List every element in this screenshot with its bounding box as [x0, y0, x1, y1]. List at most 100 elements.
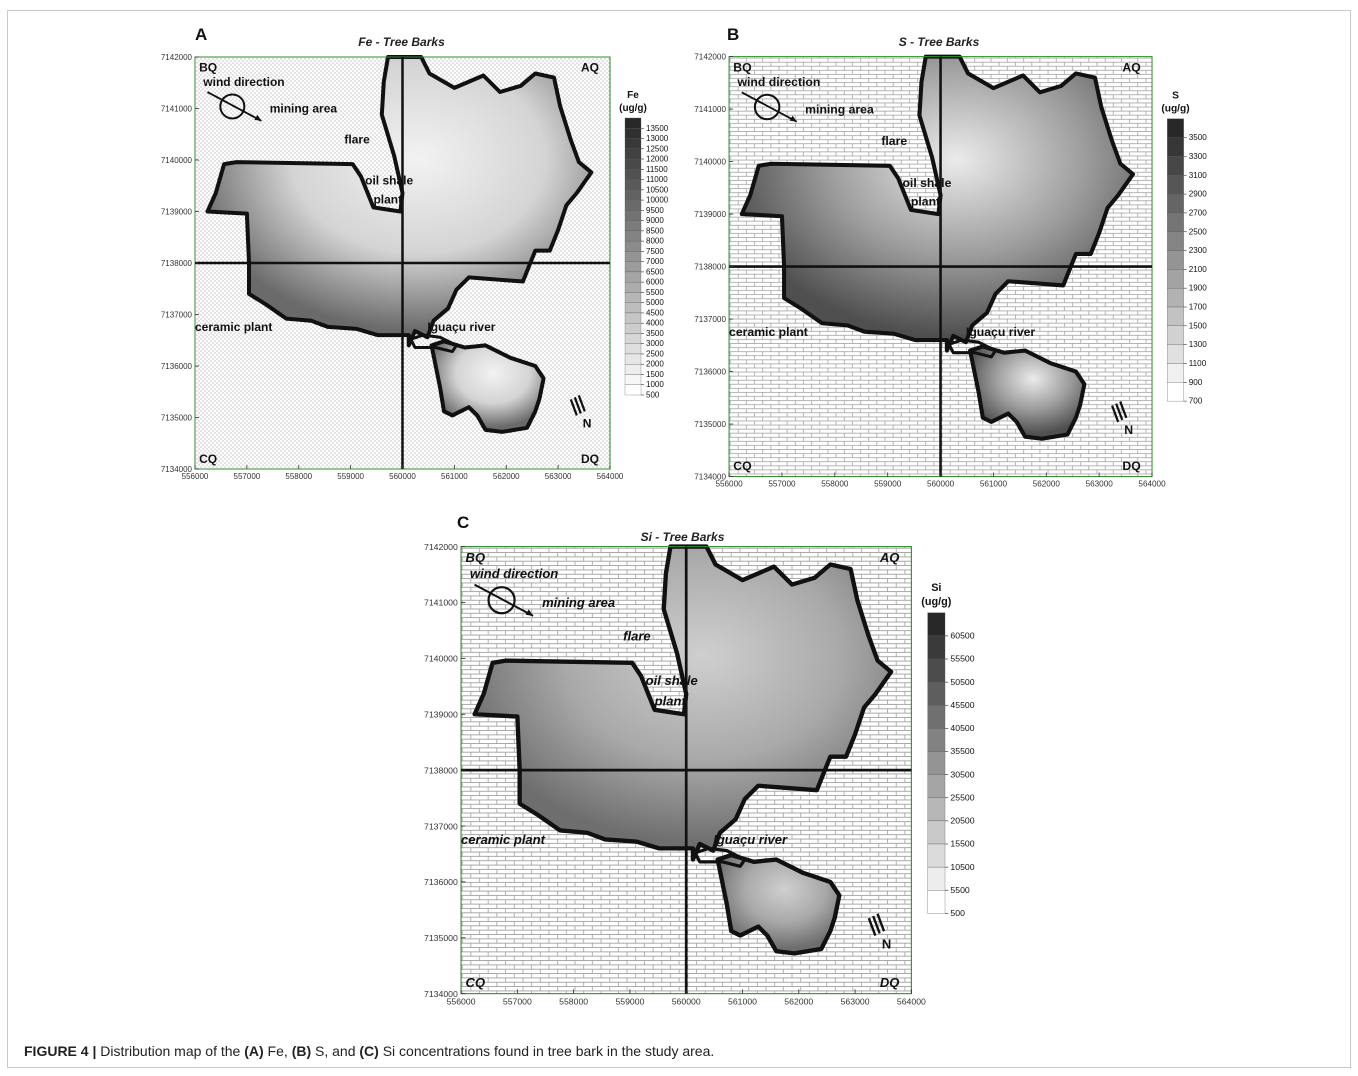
wind-arrow-head-icon [525, 609, 534, 616]
legend-swatch [624, 179, 642, 190]
x-tick-label: 560000 [389, 472, 416, 481]
panel-letter: A [195, 25, 208, 44]
x-tick-label: 564000 [597, 472, 624, 481]
river-area-outline [429, 339, 546, 434]
legend-value: 1100 [1189, 359, 1207, 368]
y-tick-label: 7139000 [424, 710, 458, 720]
legend-value: 1900 [1189, 284, 1208, 293]
y-tick-label: 7142000 [694, 53, 726, 62]
caption-part: S, and [311, 1043, 360, 1059]
legend-swatch [1167, 137, 1184, 157]
river-area-outline [968, 344, 1087, 441]
legend-value: 7500 [646, 247, 664, 256]
legend-value: 12500 [646, 144, 669, 153]
panel-title: Fe - Tree Barks [358, 35, 445, 49]
district-outline [472, 544, 894, 862]
legend-value: 11500 [646, 165, 668, 174]
legend-swatch [624, 384, 642, 396]
legend-swatch [624, 169, 642, 180]
map-label: Iguaçu river [966, 325, 1036, 339]
x-tick-label: 564000 [897, 997, 926, 1007]
y-tick-label: 7136000 [424, 877, 458, 887]
legend-unit: (ug/g) [619, 103, 647, 114]
x-tick-label: 559000 [337, 472, 364, 481]
legend-value: 40500 [950, 723, 974, 733]
legend-swatch [624, 158, 642, 170]
map-label: oil shale [646, 673, 698, 688]
north-label: N [882, 937, 891, 952]
legend-value: 8500 [646, 226, 664, 235]
x-tick-label: 562000 [1033, 480, 1061, 489]
x-tick-label: 558000 [559, 997, 588, 1007]
map-label: mining area [270, 102, 338, 116]
legend-value: 1300 [1189, 340, 1208, 349]
legend-value: 10500 [950, 862, 974, 872]
x-tick-label: 563000 [841, 997, 870, 1007]
map-label: AQ [581, 60, 599, 74]
north-label: N [583, 416, 592, 430]
map-label: oil shale [365, 174, 413, 188]
map-label: flare [344, 133, 370, 147]
legend-swatch [927, 797, 946, 822]
legend-unit: (ug/g) [1161, 104, 1189, 115]
y-tick-label: 7139000 [161, 208, 193, 217]
map-label: ceramic plant [195, 320, 272, 334]
map-label: Iguaçu river [713, 832, 788, 847]
legend-value: 9000 [646, 216, 664, 225]
x-tick-label: 563000 [545, 472, 572, 481]
legend-value: 2500 [1189, 227, 1208, 236]
map-svg: 556000 557000 558000 559000 560000 561000 5620… [694, 53, 1207, 489]
legend-swatch [927, 890, 946, 914]
x-tick-label: 561000 [980, 480, 1008, 489]
x-tick-label: 564000 [1138, 480, 1166, 489]
panel-letter: B [727, 25, 740, 44]
map-label: AQ [879, 550, 900, 565]
legend-swatch [624, 281, 642, 293]
legend-swatch [624, 302, 642, 314]
legend-swatch [927, 820, 946, 845]
panel-letter: C [457, 513, 470, 532]
legend-swatch [927, 635, 946, 660]
legend-swatch [927, 728, 946, 752]
legend-swatch [1167, 231, 1184, 251]
y-tick-label: 7140000 [694, 158, 726, 167]
legend-swatch [624, 220, 642, 232]
legend-value: 1500 [646, 370, 664, 379]
legend-swatch [624, 199, 642, 211]
map-label: wind direction [470, 566, 558, 581]
legend-swatch [1167, 193, 1184, 214]
legend-swatch [927, 681, 946, 706]
wind-arrow-icon [474, 583, 534, 617]
map-label: DQ [581, 452, 599, 466]
panel-title: Si - Tree Barks [640, 530, 725, 544]
x-tick-label: 560000 [672, 997, 701, 1007]
legend-value: 13000 [646, 134, 669, 143]
legend-value: 5000 [646, 298, 664, 307]
legend-value: 55500 [950, 654, 974, 664]
legend-value: 1000 [646, 380, 664, 389]
map-label: wind direction [737, 75, 821, 89]
north-arrow-icon [1111, 401, 1128, 423]
legend-value: 700 [1189, 397, 1203, 406]
legend-title: S [1172, 90, 1179, 101]
legend-value: 2300 [1189, 246, 1208, 255]
legend-value: 5500 [950, 885, 969, 895]
figure-frame [7, 10, 1351, 1068]
caption-part: Si concentrations found in tree bark in … [378, 1043, 715, 1059]
legend-value: 30500 [950, 769, 974, 779]
wind-arrow-icon [741, 91, 798, 123]
y-tick-label: 7137000 [161, 311, 193, 320]
map-label: wind direction [202, 75, 284, 89]
map-label: CQ [199, 452, 217, 466]
legend-swatch [624, 240, 642, 252]
y-tick-label: 7141000 [694, 105, 726, 114]
y-tick-label: 7140000 [424, 654, 458, 664]
legend-value: 900 [1189, 378, 1203, 387]
legend-value: 4000 [646, 319, 664, 328]
map-label: Iguaçu river [427, 320, 495, 334]
map-label: BQ [466, 550, 486, 565]
legend-value: 1700 [1189, 303, 1208, 312]
y-tick-label: 7140000 [161, 156, 193, 165]
legend-value: 2000 [646, 360, 664, 369]
x-tick-label: 556000 [182, 472, 209, 481]
